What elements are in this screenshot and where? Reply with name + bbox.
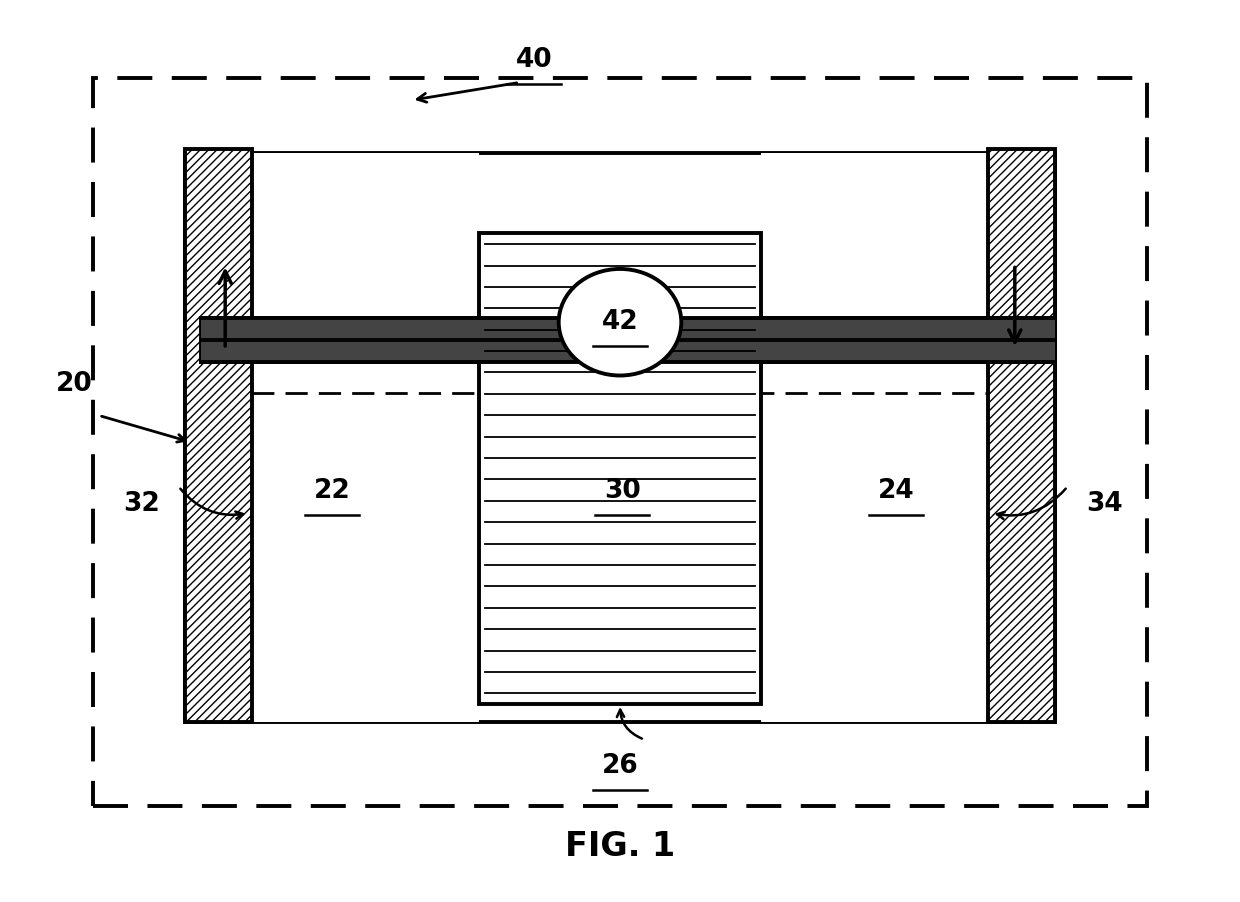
Bar [93,78,1147,806]
Bar [201,339,1055,363]
Text: 24: 24 [878,478,914,504]
Text: FIG. 1: FIG. 1 [565,830,675,862]
Text: 42: 42 [601,309,639,336]
Text: 22: 22 [314,478,350,504]
Text: 20: 20 [56,372,93,398]
Text: 30: 30 [604,478,641,504]
Text: 40: 40 [516,47,553,73]
Bar [201,318,1055,341]
Bar [252,153,479,722]
Text: 32: 32 [124,492,160,517]
Bar [201,318,1055,363]
Text: 34: 34 [1086,492,1122,517]
Bar [185,153,1055,722]
Bar [185,149,252,722]
Text: 26: 26 [601,753,639,779]
Bar [988,149,1055,722]
Bar [761,153,988,722]
Ellipse shape [559,269,681,375]
Bar [479,234,761,704]
